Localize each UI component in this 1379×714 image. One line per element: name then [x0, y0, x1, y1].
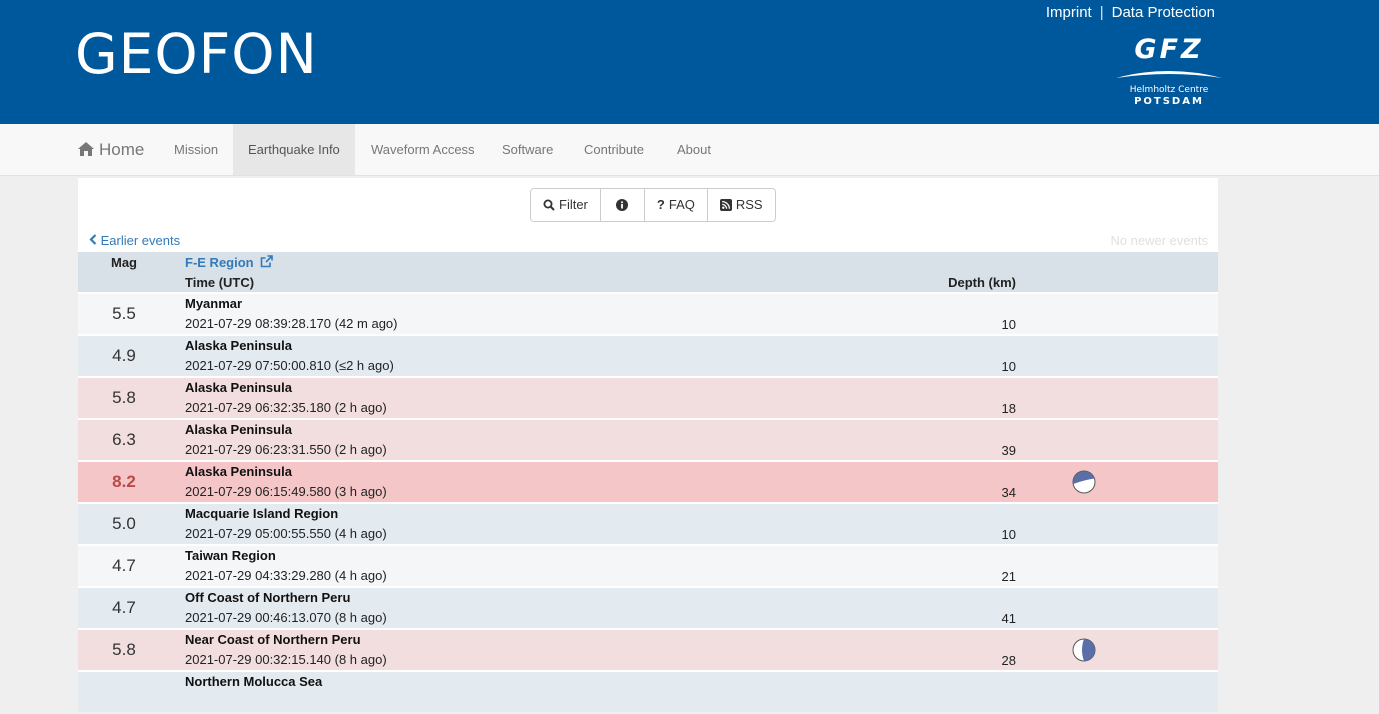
info-circle-icon: [616, 199, 629, 211]
event-magnitude: 4.7: [112, 598, 136, 617]
event-magnitude: 4.9: [112, 346, 136, 365]
event-depth: 10: [1001, 359, 1016, 374]
faq-button[interactable]: ? FAQ: [644, 189, 708, 221]
event-time: 2021-07-29 05:00:55.550 (4 h ago): [185, 526, 387, 541]
header-depth[interactable]: Depth (km): [948, 275, 1016, 290]
event-magnitude: 4.7: [112, 556, 136, 575]
event-magnitude: 8.2: [112, 472, 136, 491]
imprint-link[interactable]: Imprint: [1045, 4, 1092, 21]
event-depth: 39: [1001, 443, 1016, 458]
event-region[interactable]: Myanmar: [185, 296, 243, 311]
table-row[interactable]: Northern Molucca Sea: [78, 672, 1218, 712]
event-region[interactable]: Alaska Peninsula: [185, 422, 292, 437]
event-region[interactable]: Alaska Peninsula: [185, 464, 292, 479]
data-protection-link[interactable]: Data Protection: [1111, 4, 1215, 21]
header-time[interactable]: Time (UTC): [185, 275, 255, 290]
earlier-events-label: Earlier events: [100, 233, 181, 248]
events-panel: Filter ? FAQ RSS Earlier events No newer…: [78, 178, 1218, 712]
event-region[interactable]: Alaska Peninsula: [185, 338, 292, 353]
table-row[interactable]: 4.9 Alaska Peninsula 2021-07-29 07:50:00.8…: [78, 336, 1218, 376]
svg-text:POTSDAM: POTSDAM: [1134, 96, 1204, 106]
toolbar: Filter ? FAQ RSS: [530, 188, 776, 222]
earlier-events-link[interactable]: Earlier events: [89, 233, 180, 248]
event-depth: 28: [1001, 653, 1016, 668]
site-header: GEOFON Imprint | Data Protection GFZ Helmh…: [0, 0, 1379, 124]
event-time: 2021-07-29 06:15:49.580 (3 h ago): [185, 484, 387, 499]
event-depth: 18: [1001, 401, 1016, 416]
event-region[interactable]: Near Coast of Northern Peru: [185, 632, 361, 647]
event-magnitude: 5.8: [112, 640, 136, 659]
table-row[interactable]: 5.8 Alaska Peninsula 2021-07-29 06:32:35.1…: [78, 378, 1218, 418]
no-newer-events: No newer events: [1110, 233, 1208, 248]
external-link-icon: [260, 255, 274, 268]
event-depth: 21: [1001, 569, 1016, 584]
filter-label: Filter: [559, 197, 588, 212]
svg-text:GFZ: GFZ: [1134, 34, 1203, 65]
rss-button[interactable]: RSS: [707, 189, 775, 221]
svg-text:Helmholtz Centre: Helmholtz Centre: [1130, 85, 1209, 95]
nav-home[interactable]: Home: [63, 124, 159, 175]
link-separator: |: [1099, 4, 1104, 21]
event-region[interactable]: Macquarie Island Region: [185, 506, 339, 521]
table-row[interactable]: 4.7 Taiwan Region 2021-07-29 04:33:29.280 …: [78, 546, 1218, 586]
nav-item-earthquake-info[interactable]: Earthquake Info: [233, 124, 355, 175]
table-row[interactable]: 5.0 Macquarie Island Region 2021-07-29 05:…: [78, 504, 1218, 544]
event-region[interactable]: Off Coast of Northern Peru: [185, 590, 351, 605]
gfz-logo[interactable]: GFZ Helmholtz Centre POTSDAM: [1114, 34, 1224, 106]
event-time: 2021-07-29 07:50:00.810 (≤2 h ago): [185, 358, 394, 373]
beachball-icon[interactable]: [1072, 470, 1096, 494]
event-depth: 10: [1001, 527, 1016, 542]
nav-item-software[interactable]: Software: [502, 142, 554, 157]
event-region[interactable]: Northern Molucca Sea: [185, 674, 323, 689]
table-row[interactable]: 5.5 Myanmar 2021-07-29 08:39:28.170 (42 m …: [78, 294, 1218, 334]
event-magnitude: 5.5: [112, 304, 136, 323]
header-region-link[interactable]: F-E Region: [185, 255, 274, 270]
site-title[interactable]: GEOFON: [75, 22, 318, 86]
event-magnitude: 5.0: [112, 514, 136, 533]
event-time: 2021-07-29 00:46:13.070 (8 h ago): [185, 610, 387, 625]
question-icon: ?: [656, 197, 665, 212]
chevron-left-icon: [89, 234, 97, 245]
nav-home-label: Home: [99, 140, 145, 159]
event-depth: 34: [1001, 485, 1016, 500]
event-time: 2021-07-29 00:32:15.140 (8 h ago): [185, 652, 387, 667]
filter-button[interactable]: Filter: [531, 189, 601, 221]
info-button[interactable]: [600, 189, 645, 221]
header-region-label: F-E Region: [185, 255, 254, 270]
top-links: Imprint | Data Protection: [1046, 4, 1215, 21]
table-row[interactable]: 5.8 Near Coast of Northern Peru 2021-07-29…: [78, 630, 1218, 670]
event-time: 2021-07-29 08:39:28.170 (42 m ago): [185, 316, 398, 331]
event-region[interactable]: Alaska Peninsula: [185, 380, 292, 395]
home-icon: [78, 142, 94, 156]
table-row[interactable]: 8.2 Alaska Peninsula 2021-07-29 06:15:49.5…: [78, 462, 1218, 502]
event-depth: 41: [1001, 611, 1016, 626]
event-time: 2021-07-29 06:32:35.180 (2 h ago): [185, 400, 387, 415]
event-magnitude: 6.3: [112, 430, 136, 449]
main-navbar: Home Mission Earthquake Info Waveform Ac…: [0, 124, 1379, 176]
beachball-icon[interactable]: [1072, 638, 1096, 662]
nav-item-mission[interactable]: Mission: [174, 142, 219, 157]
event-depth: 10: [1001, 317, 1016, 332]
events-table: 5.5 Myanmar 2021-07-29 08:39:28.170 (42 m …: [78, 294, 1218, 714]
nav-item-about[interactable]: About: [677, 142, 711, 157]
nav-item-contribute[interactable]: Contribute: [584, 142, 644, 157]
rss-label: RSS: [735, 197, 763, 212]
search-icon: [543, 199, 555, 211]
table-row[interactable]: 4.7 Off Coast of Northern Peru 2021-07-29 …: [78, 588, 1218, 628]
event-magnitude: 5.8: [112, 388, 136, 407]
event-time: 2021-07-29 06:23:31.550 (2 h ago): [185, 442, 387, 457]
table-header: Mag F-E Region Time (UTC) Depth (km): [78, 252, 1218, 292]
rss-icon: [719, 199, 732, 211]
nav-item-waveform-access[interactable]: Waveform Access: [371, 142, 475, 157]
header-mag[interactable]: Mag: [111, 255, 137, 270]
faq-label: FAQ: [668, 197, 695, 212]
table-row[interactable]: 6.3 Alaska Peninsula 2021-07-29 06:23:31.5…: [78, 420, 1218, 460]
event-region[interactable]: Taiwan Region: [185, 548, 276, 563]
event-time: 2021-07-29 04:33:29.280 (4 h ago): [185, 568, 387, 583]
